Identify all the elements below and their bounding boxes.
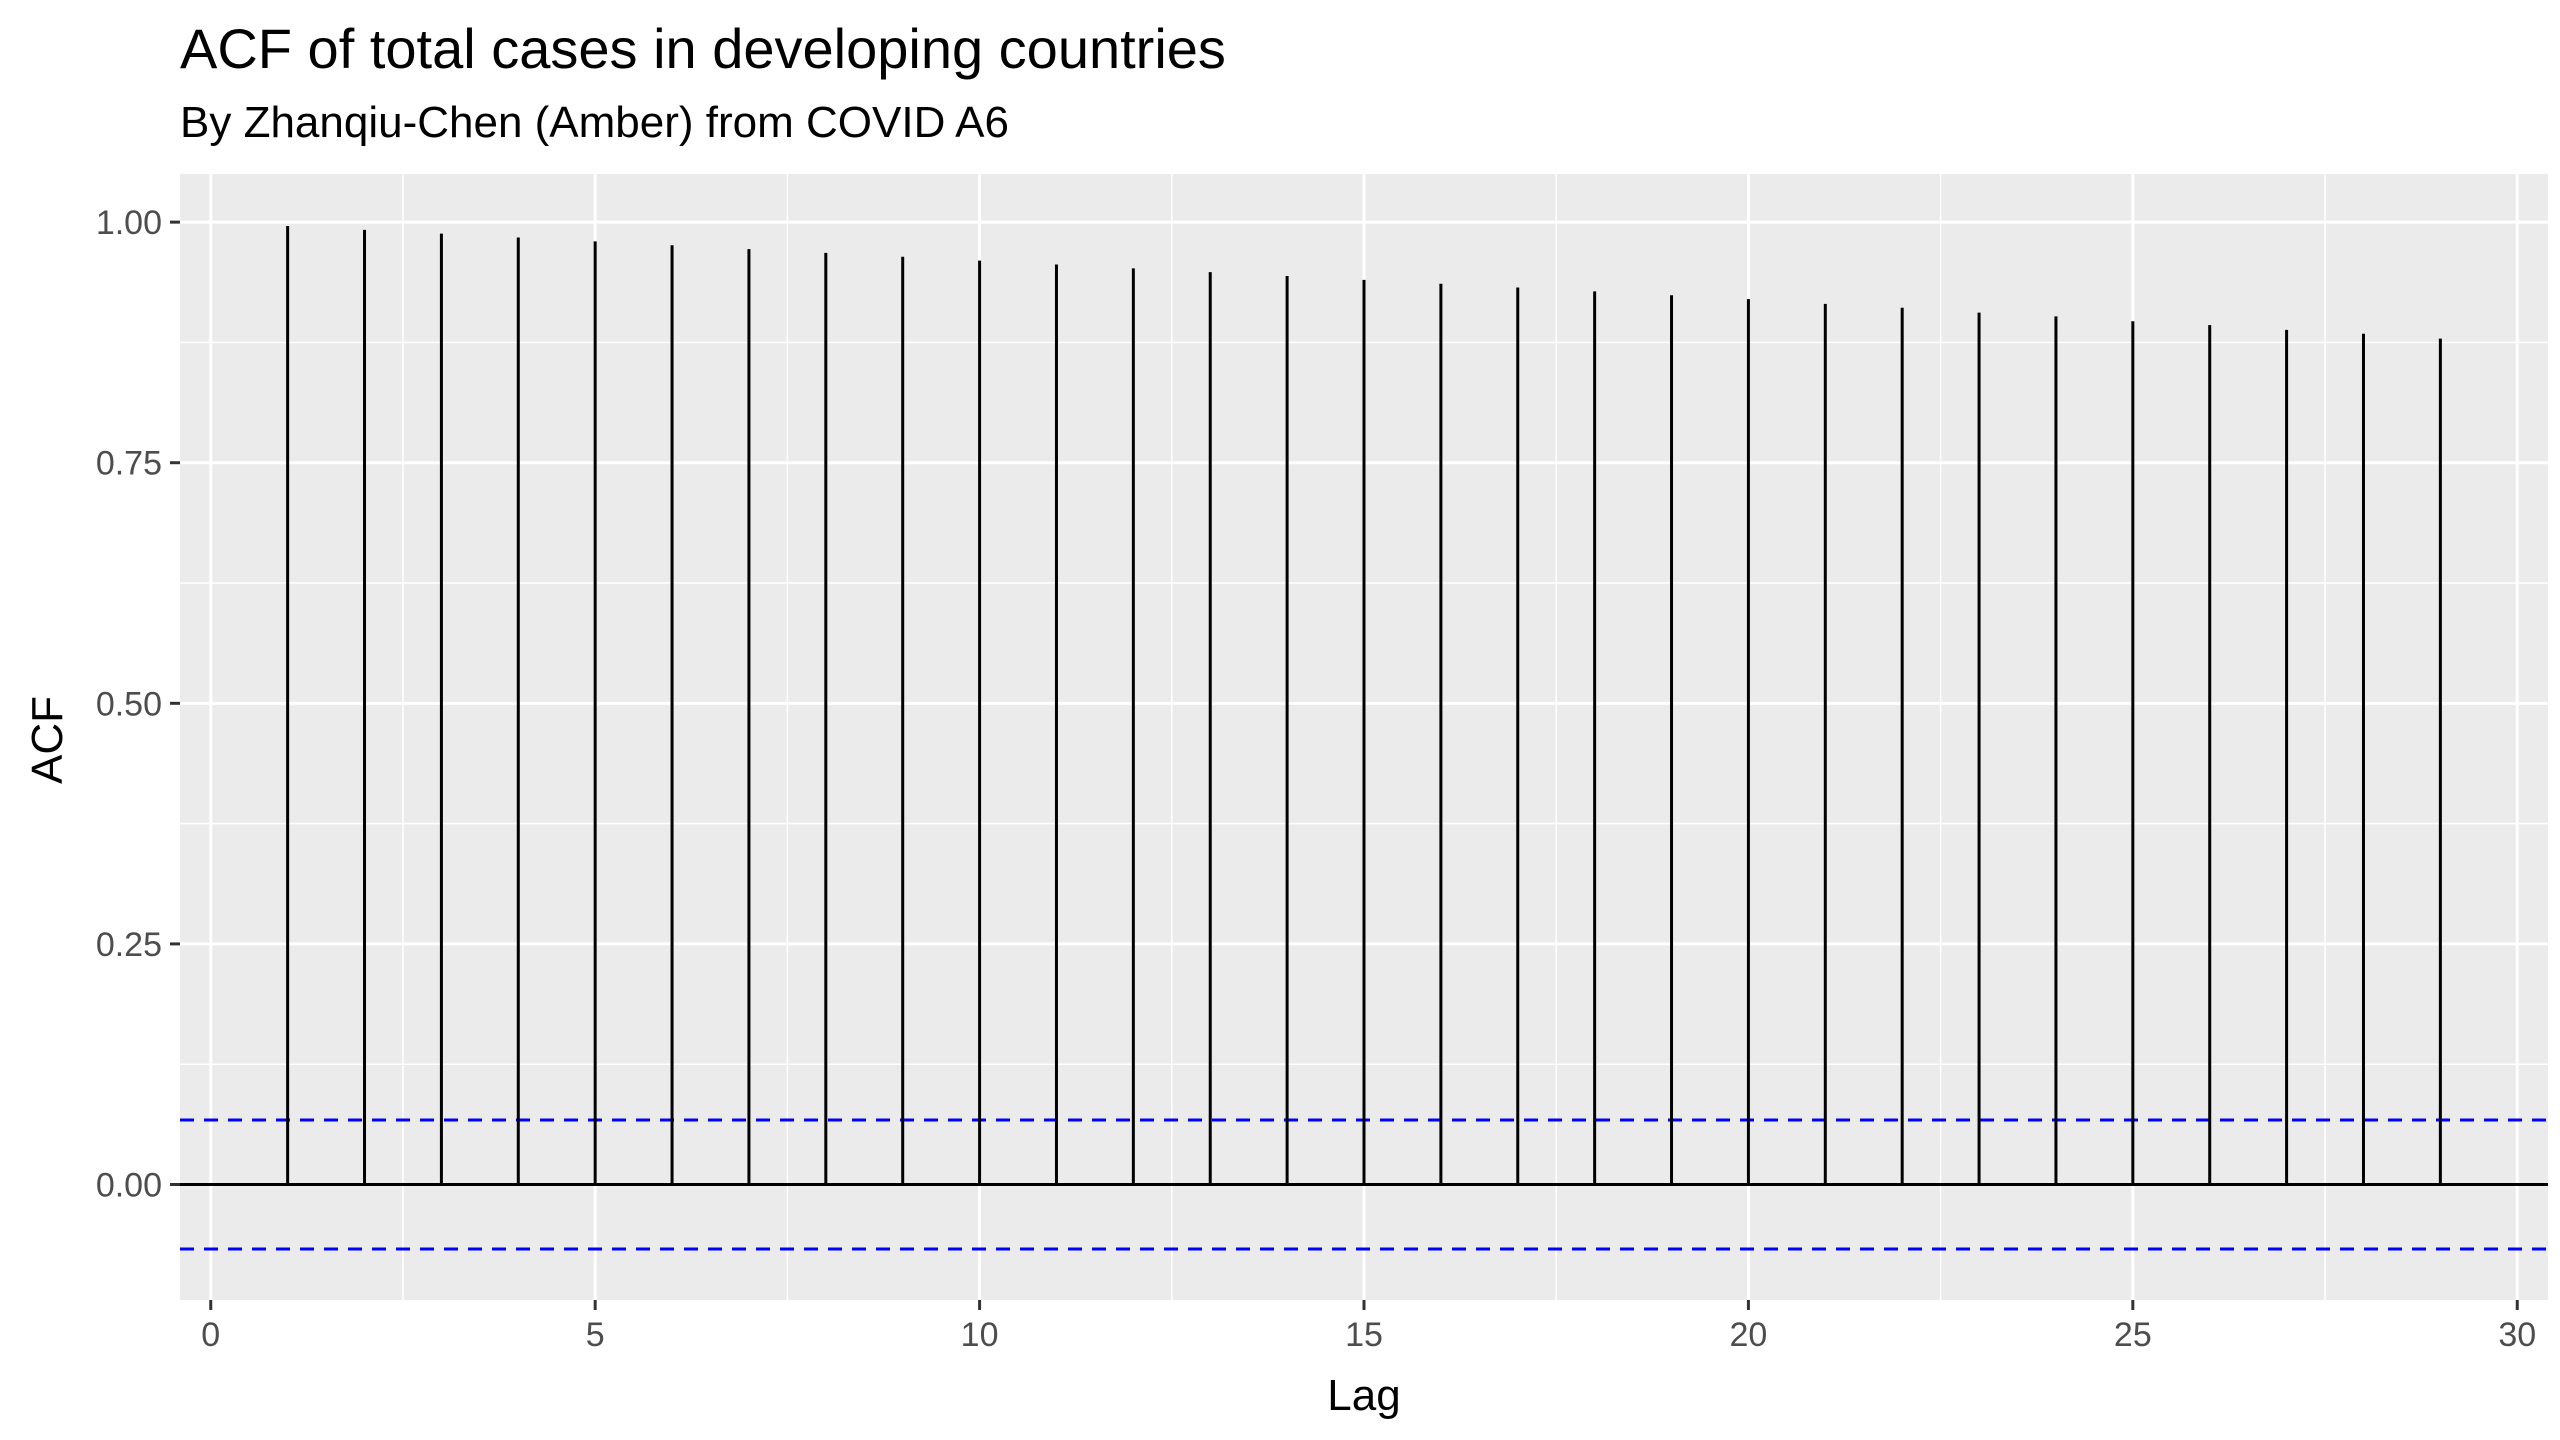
- y-tick-label: 0.25: [96, 926, 162, 964]
- x-tick-label: 25: [2114, 1316, 2152, 1354]
- x-tick-label: 20: [1730, 1316, 1768, 1354]
- y-tick-label: 0.75: [96, 445, 162, 483]
- y-tick-label: 0.50: [96, 685, 162, 723]
- x-tick-label: 0: [201, 1316, 220, 1354]
- y-axis-title: ACF: [23, 696, 72, 784]
- y-tick-label: 1.00: [96, 204, 162, 242]
- x-tick-label: 10: [961, 1316, 999, 1354]
- x-tick-label: 5: [586, 1316, 605, 1354]
- acf-bars: [286, 225, 2442, 1185]
- x-tick-label: 15: [1345, 1316, 1383, 1354]
- y-tick-label: 0.00: [96, 1167, 162, 1205]
- chart-subtitle: By Zhanqiu-Chen (Amber) from COVID A6: [180, 98, 1009, 147]
- x-tick-label: 30: [2498, 1316, 2536, 1354]
- x-axis-title: Lag: [1327, 1371, 1400, 1420]
- chart-title: ACF of total cases in developing countri…: [180, 17, 1226, 80]
- x-axis: 0 5 10 15 20 25 30: [201, 1300, 2536, 1354]
- y-axis: 0.00 0.25 0.50 0.75 1.00: [96, 204, 180, 1205]
